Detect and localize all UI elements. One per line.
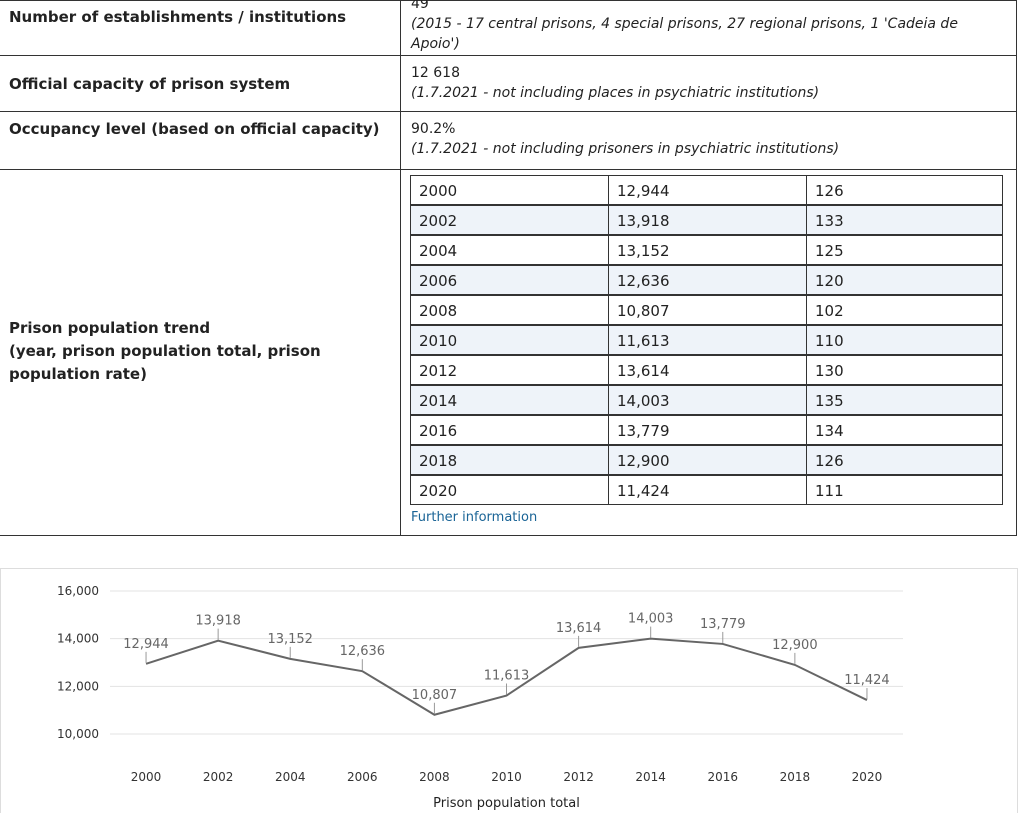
row-label: Official capacity of prison system: [9, 75, 291, 93]
data-label: 10,807: [412, 688, 458, 703]
row-sublabel: (year, prison population total, prison p…: [9, 342, 321, 383]
further-information-link[interactable]: Further information: [411, 510, 538, 525]
trend-cell: 2018: [410, 445, 609, 475]
trend-cell: 2010: [410, 325, 609, 355]
series-line: [145, 637, 868, 716]
data-label: 11,613: [484, 669, 530, 684]
note: (1.7.2021 - not including prisoners in p…: [411, 141, 840, 157]
trend-cell: 2006: [410, 265, 609, 295]
trend-cell: 120: [806, 265, 1003, 295]
data-label: 11,424: [844, 673, 890, 688]
x-tick-label: 2018: [780, 770, 811, 784]
trend-cell: 2008: [410, 295, 609, 325]
row-label: Occupancy level (based on official capac…: [9, 120, 380, 138]
trend-cell: 126: [806, 175, 1003, 205]
data-label: 12,944: [123, 637, 169, 652]
value: 12 618: [411, 65, 460, 81]
trend-cell: 102: [806, 295, 1003, 325]
data-label: 14,003: [628, 612, 674, 627]
x-tick-label: 2008: [419, 770, 450, 784]
data-label: 13,152: [267, 632, 313, 647]
x-tick-label: 2010: [491, 770, 522, 784]
trend-cell: 13,614: [608, 355, 807, 385]
x-tick-label: 2016: [707, 770, 738, 784]
trend-cell: 12,944: [608, 175, 807, 205]
trend-cell: 130: [806, 355, 1003, 385]
x-tick-label: 2014: [635, 770, 666, 784]
trend-cell: 2014: [410, 385, 609, 415]
x-tick-label: 2012: [563, 770, 594, 784]
trend-cell: 13,779: [608, 415, 807, 445]
info-table: Number of establishments / institutions 4…: [0, 0, 1017, 536]
trend-cell: 2004: [410, 235, 609, 265]
trend-cell: 2016: [410, 415, 609, 445]
trend-cell: 2002: [410, 205, 609, 235]
row-value: 90.2% (1.7.2021 - not including prisoners…: [411, 119, 1001, 159]
y-tick-label: 16,000: [57, 584, 99, 598]
trend-cell: 133: [806, 205, 1003, 235]
chart: 10,000 12,000 14,000 16,000 2000 2002 2004 2006…: [0, 568, 1018, 813]
trend-cell: 11,613: [608, 325, 807, 355]
data-label: 13,918: [195, 614, 241, 629]
data-label: 13,614: [556, 621, 602, 636]
trend-cell: 12,900: [608, 445, 807, 475]
trend-cell: 13,918: [608, 205, 807, 235]
y-tick-label: 12,000: [57, 679, 99, 693]
trend-cell: 111: [806, 475, 1003, 505]
x-tick-label: 2006: [347, 770, 378, 784]
row-label: Number of establishments / institutions: [9, 8, 347, 26]
trend-cell: 126: [806, 445, 1003, 475]
trend-cell: 2012: [410, 355, 609, 385]
trend-cell: 2020: [410, 475, 609, 505]
data-label: 12,636: [340, 644, 386, 659]
x-tick-label: 2004: [275, 770, 306, 784]
value: 90.2%: [411, 121, 456, 137]
trend-cell: 14,003: [608, 385, 807, 415]
trend-cell: 135: [806, 385, 1003, 415]
note: (2015 - 17 central prisons, 4 special pr…: [411, 16, 958, 52]
trend-cell: 2000: [410, 175, 609, 205]
row-value: 49 (2015 - 17 central prisons, 4 special …: [411, 0, 1001, 54]
trend-cell: 10,807: [608, 295, 807, 325]
x-tick-label: 2000: [131, 770, 162, 784]
trend-cell: 110: [806, 325, 1003, 355]
x-tick-label: 2020: [852, 770, 883, 784]
note: (1.7.2021 - not including places in psyc…: [411, 85, 820, 101]
trend-cell: 13,152: [608, 235, 807, 265]
row-value: 12 618 (1.7.2021 - not including places i…: [411, 63, 1001, 103]
trend-cell: 11,424: [608, 475, 807, 505]
data-label: 13,779: [700, 617, 746, 632]
trend-cell: 12,636: [608, 265, 807, 295]
data-label: 12,900: [772, 638, 818, 653]
row-label: Prison population trend: [9, 319, 211, 337]
x-tick-label: 2002: [203, 770, 234, 784]
axis-title: Prison population total: [433, 796, 580, 811]
y-tick-label: 10,000: [57, 727, 99, 741]
trend-cell: 134: [806, 415, 1003, 445]
value: 49: [411, 0, 429, 12]
trend-cell: 125: [806, 235, 1003, 265]
y-tick-label: 14,000: [57, 632, 99, 646]
